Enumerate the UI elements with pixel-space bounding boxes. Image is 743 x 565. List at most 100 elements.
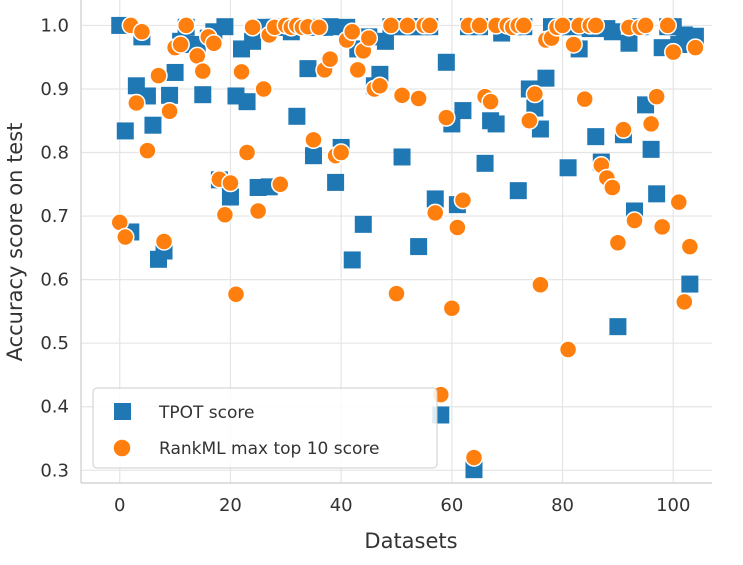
rankml-point <box>669 192 689 212</box>
rankml-point <box>149 66 168 85</box>
rankml-point <box>248 201 268 221</box>
x-tick-label: 20 <box>219 495 242 516</box>
rankml-point <box>442 298 462 318</box>
tpot-point <box>537 69 555 87</box>
legend: TPOT score RankML max top 10 score <box>92 387 438 469</box>
rankml-point <box>603 178 622 197</box>
rankml-point <box>232 62 251 82</box>
tpot-point <box>437 53 455 71</box>
tpot-point <box>304 147 322 165</box>
tpot-point <box>642 140 660 158</box>
y-tick-label: 1.0 <box>40 15 69 36</box>
y-tick-label: 0.5 <box>40 333 69 354</box>
tpot-point <box>216 18 234 36</box>
tpot-point <box>161 86 179 104</box>
tpot-point <box>376 32 394 50</box>
rankml-point <box>204 33 224 53</box>
rankml-point <box>392 86 412 105</box>
rankml-point <box>425 203 445 223</box>
rankml-point <box>271 175 290 194</box>
rankml-point <box>237 143 257 162</box>
tpot-point <box>476 154 494 172</box>
rankml-point <box>243 18 262 37</box>
y-axis-label: Accuracy score on test <box>3 123 27 362</box>
rankml-point <box>138 141 157 160</box>
rankml-point <box>254 79 273 99</box>
tpot-point <box>343 251 361 269</box>
rankml-point <box>664 42 683 62</box>
rankml-point <box>625 211 644 230</box>
tpot-point <box>454 102 472 120</box>
tpot-point <box>609 318 627 336</box>
rankml-point <box>304 130 323 150</box>
x-tick-label: 80 <box>551 495 574 516</box>
x-axis-label: Datasets <box>364 529 457 553</box>
axes <box>80 0 712 484</box>
tpot-point <box>681 275 699 293</box>
tpot-point <box>509 182 527 200</box>
rankml-point <box>448 218 467 237</box>
rankml-point <box>652 217 672 237</box>
x-tick-label: 60 <box>440 495 463 516</box>
x-tick-label: 40 <box>330 495 353 516</box>
rankml-point <box>193 61 213 81</box>
tpot-point <box>116 122 134 140</box>
rankml-point <box>564 35 583 54</box>
legend-label-tpot: TPOT score <box>158 403 254 423</box>
rankml-point <box>575 89 594 109</box>
x-tick-label: 100 <box>656 495 690 516</box>
tpot-point <box>426 190 444 208</box>
rankml-point <box>680 237 700 256</box>
rankml-point <box>531 275 550 294</box>
tpot-point <box>238 93 256 111</box>
rankml-point <box>387 284 406 303</box>
tpot-point <box>393 148 411 166</box>
y-tick-label: 0.7 <box>40 206 69 227</box>
rankml-point <box>520 111 539 130</box>
legend-marker-tpot <box>114 403 131 420</box>
rankml-point <box>127 93 146 113</box>
rankml-point <box>331 143 351 162</box>
rankml-point <box>470 16 489 35</box>
legend-frame <box>92 387 438 469</box>
rankml-point <box>370 76 390 96</box>
rankml-point <box>553 16 572 35</box>
tpot-point <box>144 116 162 134</box>
tpot-point <box>410 238 428 256</box>
tpot-point <box>288 107 306 125</box>
rankml-point <box>348 60 368 80</box>
rankml-point <box>641 114 661 134</box>
rankml-point <box>309 18 329 37</box>
legend-marker-rankml <box>112 438 132 458</box>
rankml-point <box>342 22 362 42</box>
rankml-point <box>398 16 417 35</box>
rankml-point <box>409 89 428 108</box>
rankml-point <box>658 16 677 35</box>
tpot-point <box>620 34 638 52</box>
rankml-point <box>160 101 179 121</box>
y-tick-label: 0.9 <box>40 79 69 100</box>
rankml-point <box>176 16 196 35</box>
rankml-point <box>636 16 655 35</box>
rankml-point <box>464 448 484 467</box>
tpot-point <box>559 159 577 177</box>
y-tick-label: 0.8 <box>40 143 69 164</box>
rankml-point <box>171 35 190 54</box>
rankml-point <box>614 120 633 139</box>
rankml-point <box>187 46 207 66</box>
tpot-point <box>327 173 345 191</box>
tpot-point <box>166 63 184 81</box>
rankml-point <box>226 284 246 304</box>
rankml-point <box>381 16 401 35</box>
tpot-point <box>487 115 505 133</box>
legend-label-rankml: RankML max top 10 score <box>159 439 379 459</box>
tpot-point <box>299 60 317 78</box>
tick-labels: 0 20 40 60 80 100 0.3 0.4 0.5 0.6 0.7 0.8 0.9 1.0 <box>40 15 690 516</box>
rankml-point <box>608 233 628 253</box>
rankml-point <box>132 22 152 42</box>
rankml-point <box>116 227 135 247</box>
tpot-point <box>603 23 621 41</box>
rankml-point <box>686 38 705 57</box>
